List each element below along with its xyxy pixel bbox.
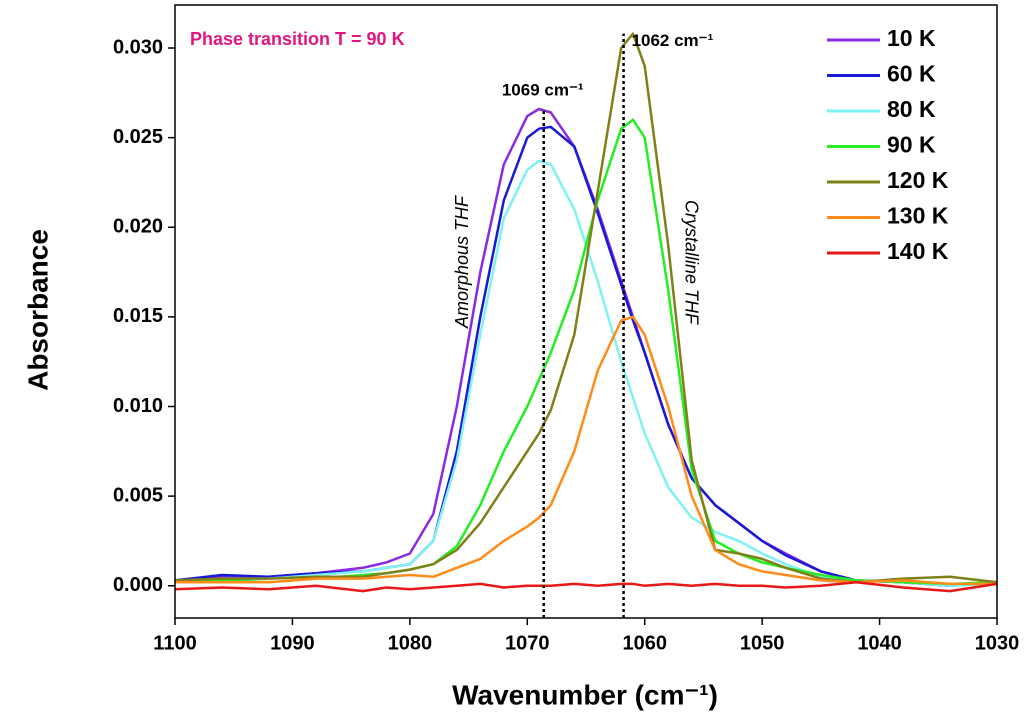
x-tick-label: 1090 <box>270 632 315 654</box>
y-tick-label: 0.005 <box>113 484 163 506</box>
y-tick-label: 0.000 <box>113 574 163 596</box>
peak-label: 1062 cm⁻¹ <box>632 31 714 50</box>
legend-label: 60 K <box>887 61 936 87</box>
legend-label: 140 K <box>887 238 949 264</box>
legend-label: 120 K <box>887 167 949 193</box>
peak-label: 1069 cm⁻¹ <box>502 80 584 99</box>
series-line <box>174 580 998 593</box>
x-tick-label: 1060 <box>622 632 667 654</box>
legend-label: 80 K <box>887 96 936 122</box>
y-tick-label: 0.030 <box>113 36 163 58</box>
y-axis-label: Absorbance <box>22 229 53 391</box>
region-label: Crystalline THF <box>681 200 701 325</box>
x-axis-label: Wavenumber (cm⁻¹) <box>452 679 718 710</box>
y-tick-label: 0.010 <box>113 395 163 417</box>
region-label: Amorphous THF <box>452 195 472 329</box>
plot-frame <box>174 4 998 619</box>
y-tick-label: 0.015 <box>113 305 163 327</box>
x-tick-label: 1070 <box>505 632 550 654</box>
y-tick-label: 0.025 <box>113 126 163 148</box>
series-line <box>174 159 998 587</box>
legend-label: 90 K <box>887 132 936 158</box>
x-tick-label: 1050 <box>740 632 785 654</box>
series-line <box>175 118 998 586</box>
series-line <box>174 125 998 587</box>
series-line <box>174 32 998 584</box>
series-line <box>175 315 997 586</box>
y-tick-label: 0.020 <box>113 216 163 238</box>
legend-label: 10 K <box>887 25 936 51</box>
annotation: Phase transition T = 90 K <box>190 29 405 49</box>
x-tick-label: 1080 <box>388 632 433 654</box>
x-tick-label: 1030 <box>975 632 1020 654</box>
x-tick-label: 1040 <box>857 632 902 654</box>
x-tick-label: 1100 <box>153 632 196 654</box>
legend-label: 130 K <box>887 203 949 229</box>
